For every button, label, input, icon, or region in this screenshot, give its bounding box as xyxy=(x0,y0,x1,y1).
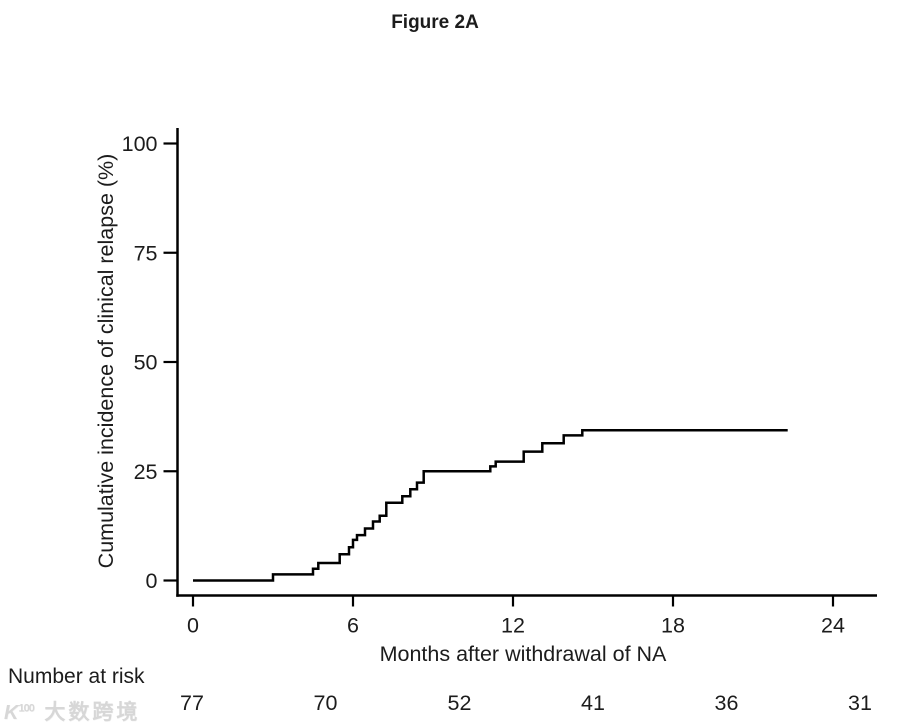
y-tick-label: 100 xyxy=(122,132,158,156)
y-tick-label: 75 xyxy=(134,241,158,265)
y-tick-label: 0 xyxy=(146,569,158,593)
watermark-logo-icon: K100 xyxy=(4,702,35,724)
number-at-risk-row: 77 70 52 41 36 31 xyxy=(0,691,900,717)
number-at-risk-value: 31 xyxy=(848,691,872,715)
y-tick-label: 50 xyxy=(134,351,158,375)
x-axis-label: Months after withdrawal of NA xyxy=(379,642,667,666)
figure-title: Figure 2A xyxy=(391,12,479,33)
watermark-logo-sup: 100 xyxy=(18,702,34,715)
number-at-risk-value: 77 xyxy=(180,691,204,715)
x-tick-label: 6 xyxy=(347,614,359,638)
y-axis-label: Cumulative incidence of clinical relapse… xyxy=(94,153,118,569)
x-tick-label: 12 xyxy=(501,614,525,638)
x-tick-label: 24 xyxy=(821,614,845,638)
number-at-risk-value: 41 xyxy=(581,691,605,715)
number-at-risk-value: 36 xyxy=(714,691,739,715)
watermark-logo-letter: K xyxy=(4,702,19,724)
cumulative-incidence-curve xyxy=(193,428,788,582)
number-at-risk-value: 52 xyxy=(447,691,472,715)
watermark: K100 大数跨境 xyxy=(4,696,140,724)
y-tick-label: 25 xyxy=(134,460,158,484)
watermark-text: 大数跨境 xyxy=(44,701,141,724)
number-at-risk-label: Number at risk xyxy=(8,665,145,688)
x-tick-label: 0 xyxy=(187,614,199,638)
x-tick-label: 18 xyxy=(661,614,685,638)
number-at-risk-value: 70 xyxy=(313,691,338,715)
